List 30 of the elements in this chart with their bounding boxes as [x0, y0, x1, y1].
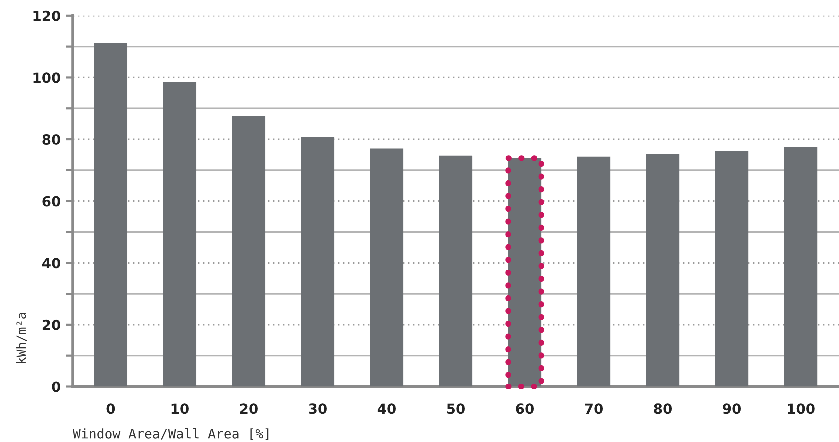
bar — [646, 154, 680, 387]
x-tick-label: 50 — [447, 404, 465, 414]
x-tick-label: 100 — [788, 404, 815, 414]
y-tick-label: 120 — [34, 10, 61, 22]
y-tick-label: 60 — [42, 196, 61, 207]
bar — [232, 116, 266, 387]
y-tick-label: 100 — [34, 72, 61, 84]
bar — [715, 150, 749, 387]
bar — [94, 43, 128, 387]
bar — [439, 156, 473, 387]
x-tick-label: 30 — [309, 404, 327, 414]
x-tick-label: 90 — [723, 404, 742, 414]
x-axis-title: Window Area/Wall Area [%] — [72, 428, 269, 440]
x-tick-label: 80 — [654, 404, 672, 414]
x-tick-label: 20 — [240, 404, 258, 414]
y-axis-title: kWh/m²a — [16, 313, 28, 364]
x-tick-label: 40 — [378, 404, 396, 414]
y-tick-label: 80 — [42, 134, 61, 145]
bar — [784, 146, 818, 387]
x-tick-label: 0 — [106, 404, 116, 414]
x-tick-label: 70 — [585, 404, 604, 414]
bar — [370, 148, 404, 387]
y-tick-label: 20 — [42, 320, 61, 330]
x-tick-label: 10 — [172, 404, 189, 414]
y-tick-label: 0 — [52, 382, 61, 392]
y-tick-label: 40 — [42, 258, 61, 269]
bar — [301, 137, 335, 387]
bar — [163, 82, 197, 387]
x-tick-label: 60 — [516, 404, 534, 414]
bar — [577, 156, 611, 387]
